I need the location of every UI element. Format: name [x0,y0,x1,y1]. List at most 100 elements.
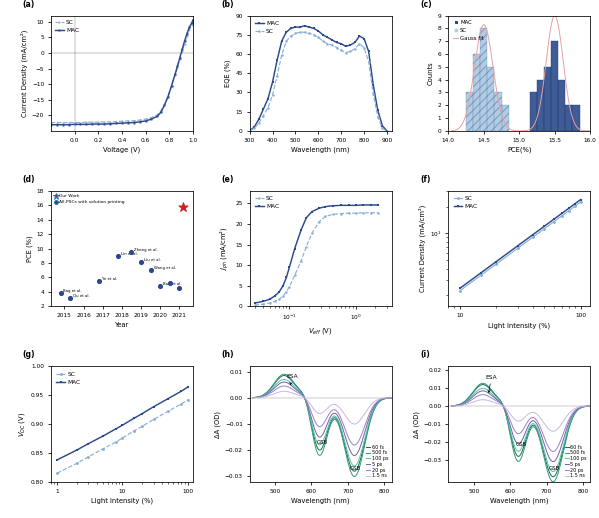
SC [189,19,196,25]
100 ps [250,395,257,401]
MAC [310,25,317,32]
SC [164,93,171,99]
20 ps [565,415,573,422]
5 ps [250,395,257,401]
500 fs [531,424,538,430]
60 fs [531,423,538,429]
MAC [365,48,372,54]
MAC [540,223,547,229]
20 ps [574,405,582,411]
MAC [259,106,267,112]
MAC [276,289,283,295]
60 fs [449,402,456,409]
5 ps [250,395,257,401]
SC [287,33,294,39]
MAC [291,246,298,252]
500 fs [280,371,288,377]
20 ps [479,392,486,398]
SC [59,120,66,126]
SC [179,48,186,54]
MAC [351,39,358,46]
MAC [328,37,335,43]
MAC [83,121,90,127]
SC [374,210,382,216]
SC [305,31,313,37]
MAC [356,33,363,39]
MAC [188,20,195,26]
1.5 ns [376,396,383,402]
MAC [301,23,308,29]
60 fs [367,415,374,421]
SC [158,108,165,114]
Bar [466,93,473,131]
SC [84,454,92,460]
60 fs [332,415,340,422]
60 fs [332,415,339,421]
Line: 60 fs: 60 fs [452,384,590,477]
60 fs [250,394,257,400]
SC [342,50,349,56]
MAC [337,202,344,208]
60 fs [479,381,486,387]
SC [540,226,547,232]
X-axis label: Light Intensity (%): Light Intensity (%) [91,497,153,504]
500 fs [586,403,594,409]
5 ps [388,395,395,401]
MAC [174,63,181,69]
SC [107,119,114,125]
20 ps [531,415,538,421]
X-axis label: Year: Year [114,322,129,328]
SC [176,56,183,62]
Legend: SC, MAC: SC, MAC [54,19,80,34]
Legend: Our Work, All-PSCs with solution printing: Our Work, All-PSCs with solution printin… [53,193,125,205]
SC [71,120,78,126]
20 ps [250,395,257,401]
Y-axis label: PCE (%): PCE (%) [26,235,33,262]
MAC [374,107,382,113]
1.5 ns [448,403,455,409]
SC [365,59,372,65]
SC [186,26,193,33]
MAC [367,202,374,208]
20 ps [533,418,540,424]
SC [168,82,175,89]
20 ps [586,403,594,409]
MAC [186,24,193,31]
SC [346,210,353,217]
Line: SC: SC [249,31,388,132]
Text: ESA: ESA [287,374,298,385]
Text: (f): (f) [420,175,430,184]
500 fs [549,479,556,485]
1.5 ns [332,401,339,408]
SC [164,408,171,414]
20 ps [531,415,538,421]
Text: GSB: GSB [515,442,527,447]
MAC [278,38,285,45]
SC [188,22,195,28]
MAC [342,43,349,49]
Text: GSB: GSB [317,440,328,445]
SC [529,234,536,240]
Bar [537,80,544,131]
60 fs [586,403,594,409]
SC [329,211,336,218]
500 fs [448,402,455,409]
500 fs [449,402,456,409]
SC [308,230,316,236]
5 ps [448,403,455,409]
MAC [176,54,183,61]
1.5 ns [351,421,358,427]
MAC [148,116,155,122]
SC [310,32,317,38]
SC [319,38,326,45]
MAC [337,40,344,47]
MAC [565,205,573,211]
100 ps [565,421,573,427]
MAC [138,411,146,417]
SC [550,219,557,225]
Y-axis label: Current Density (mA/cm²): Current Density (mA/cm²) [418,205,426,292]
20 ps [335,410,342,416]
Point [136,257,146,266]
Text: (i): (i) [420,350,429,359]
Line: SC: SC [56,398,189,474]
